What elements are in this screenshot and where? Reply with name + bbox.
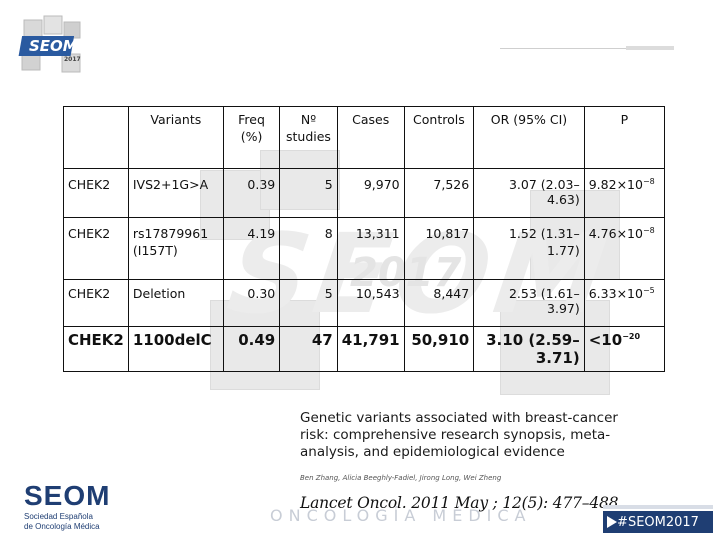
header-cases: Cases (336, 106, 405, 169)
table-header-row: Variants Freq (%) Nº studies Cases Control… (63, 106, 666, 169)
header-rule-accent (626, 46, 674, 50)
cell-studies: 8 (279, 217, 338, 280)
seom-logo-name: SEOM (24, 480, 111, 511)
paper-authors: Ben Zhang, Alicia Beeghly-Fadiel, Jirong… (300, 474, 502, 482)
cell-freq: 4.19 (222, 217, 281, 280)
cell-freq: 0.39 (222, 168, 281, 218)
cell-cases: 10,543 (336, 279, 405, 327)
logo-year: 2017 (64, 56, 81, 63)
cell-cases: 9,970 (336, 168, 405, 218)
header-p: P (583, 106, 666, 169)
seom-cube-logo: SEOM 2017 (18, 15, 81, 73)
cell-or: 3.07 (2.03–4.63) (473, 168, 585, 218)
cell-variant: IVS2+1G>A (127, 168, 224, 218)
cell-cases: 41,791 (336, 326, 405, 372)
cell-p: 4.76×10−8 (583, 217, 666, 280)
paper-reference: Lancet Oncol. 2011 May ; 12(5): 477–488. (300, 494, 624, 512)
cell-controls: 10,817 (403, 217, 475, 280)
table-row: CHEK2 Deletion 0.30 5 10,543 8,447 2.53 … (63, 279, 666, 327)
header-rule (500, 48, 628, 49)
cell-controls: 8,447 (403, 279, 475, 327)
cell-controls: 50,910 (403, 326, 475, 372)
cell-variant: rs17879961 (I157T) (127, 217, 224, 280)
cell-controls: 7,526 (403, 168, 475, 218)
citation-box (291, 402, 651, 492)
header-gene (63, 106, 129, 169)
cell-variant: Deletion (127, 279, 224, 327)
cell-freq: 0.49 (222, 326, 281, 372)
cell-p: 9.82×10−8 (583, 168, 666, 218)
header-controls: Controls (403, 106, 475, 169)
hashtag-text: #SEOM2017 (617, 514, 699, 530)
paper-title: Genetic variants associated with breast-… (300, 410, 618, 460)
faint-banner: ONCOLOGÍA MÉDICA (270, 506, 532, 525)
variants-table: Variants Freq (%) Nº studies Cases Control… (63, 106, 666, 372)
cell-studies: 5 (279, 279, 338, 327)
cell-or: 3.10 (2.59–3.71) (473, 326, 585, 372)
cell-studies: 47 (279, 326, 338, 372)
cell-freq: 0.30 (222, 279, 281, 327)
cell-or: 1.52 (1.31–1.77) (473, 217, 585, 280)
table-row: CHEK2 IVS2+1G>A 0.39 5 9,970 7,526 3.07 … (63, 168, 666, 218)
cell-gene: CHEK2 (63, 279, 129, 327)
header-or: OR (95% CI) (473, 106, 585, 169)
cell-p: 6.33×10−5 (583, 279, 666, 327)
seom-logo-sub: Sociedad Española (24, 512, 93, 521)
header-studies: Nº studies (279, 106, 338, 169)
cell-variant: 1100delC (127, 326, 224, 372)
hashtag-badge: #SEOM2017 (603, 511, 713, 533)
seom-logo-sub: de Oncología Médica (24, 522, 100, 531)
cell-cases: 13,311 (336, 217, 405, 280)
cell-or: 2.53 (1.61–3.97) (473, 279, 585, 327)
logo-text: SEOM (29, 37, 78, 55)
seom-footer-logo: SEOM Sociedad Española de Oncología Médi… (24, 480, 110, 532)
cell-p: <10−20 (583, 326, 666, 372)
hashtag-bar (603, 505, 713, 509)
table-row: CHEK2 1100delC 0.49 47 41,791 50,910 3.1… (63, 326, 666, 372)
cell-gene: CHEK2 (63, 326, 129, 372)
header-freq: Freq (%) (222, 106, 281, 169)
cell-gene: CHEK2 (63, 217, 129, 280)
header-variants: Variants (127, 106, 224, 169)
table-row: CHEK2 rs17879961 (I157T) 4.19 8 13,311 10… (63, 217, 666, 280)
cell-studies: 5 (279, 168, 338, 218)
cell-gene: CHEK2 (63, 168, 129, 218)
